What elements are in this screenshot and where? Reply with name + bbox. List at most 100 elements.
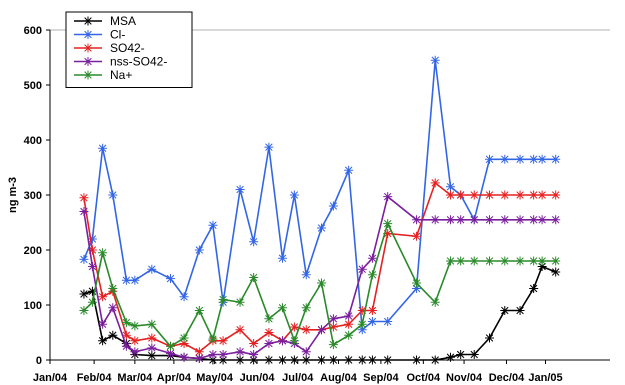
data-point xyxy=(301,325,311,335)
data-point xyxy=(357,319,367,329)
data-point xyxy=(485,215,495,225)
data-point xyxy=(79,289,89,299)
data-point xyxy=(445,215,455,225)
x-tick-label: May/04 xyxy=(196,372,234,384)
data-point xyxy=(412,215,422,225)
data-point xyxy=(301,270,311,280)
data-point xyxy=(147,343,157,353)
data-point xyxy=(121,318,131,328)
data-point xyxy=(469,215,479,225)
data-point xyxy=(430,297,440,307)
data-point xyxy=(328,340,338,350)
data-point xyxy=(289,190,299,200)
data-point xyxy=(412,231,422,241)
data-point xyxy=(551,215,561,225)
data-point xyxy=(317,223,327,233)
data-point xyxy=(529,154,539,164)
data-point xyxy=(208,334,218,344)
data-point xyxy=(500,215,510,225)
data-point xyxy=(500,306,510,315)
data-point xyxy=(277,303,287,313)
data-point xyxy=(344,165,354,175)
legend-item: SO42- xyxy=(74,41,145,55)
x-tick-label: Jun/04 xyxy=(240,372,276,384)
data-point xyxy=(500,190,510,200)
legend-item: Na+ xyxy=(74,68,132,82)
data-point xyxy=(289,322,299,332)
data-point xyxy=(79,254,89,264)
data-point xyxy=(430,55,440,65)
data-point xyxy=(551,256,561,266)
x-tick-label: Oct/04 xyxy=(407,372,442,384)
y-tick-label: 200 xyxy=(24,245,42,257)
data-point xyxy=(289,336,299,346)
data-point xyxy=(515,256,525,266)
data-point xyxy=(147,264,157,274)
data-point xyxy=(485,256,495,266)
data-point xyxy=(208,220,218,230)
data-point xyxy=(344,311,354,321)
data-point xyxy=(383,192,393,202)
data-point xyxy=(121,341,131,351)
data-point xyxy=(430,178,440,188)
data-point xyxy=(537,190,547,200)
data-point xyxy=(83,57,93,66)
data-point xyxy=(456,256,466,266)
data-point xyxy=(165,274,175,284)
series-line xyxy=(83,265,556,361)
data-point xyxy=(194,353,204,363)
data-point xyxy=(235,297,245,307)
y-tick-label: 300 xyxy=(24,190,42,202)
data-point xyxy=(249,339,259,348)
legend-label: nss-SO42- xyxy=(110,55,167,69)
data-point xyxy=(367,270,377,280)
data-point xyxy=(537,154,547,164)
data-point xyxy=(165,341,175,351)
data-point xyxy=(98,248,108,258)
data-point xyxy=(179,339,189,348)
data-point xyxy=(264,355,274,365)
data-point xyxy=(235,185,245,194)
legend-label: SO42- xyxy=(110,41,145,55)
x-tick-label: Jan/04 xyxy=(33,372,68,384)
data-point xyxy=(264,314,274,324)
data-point xyxy=(537,215,547,225)
data-point xyxy=(130,347,140,357)
data-point xyxy=(551,190,561,200)
data-point xyxy=(317,278,327,288)
data-point xyxy=(98,336,108,346)
legend-label: MSA xyxy=(110,14,136,28)
data-point xyxy=(79,193,89,203)
data-point xyxy=(147,351,157,361)
legend-item: nss-SO42- xyxy=(74,55,167,69)
data-point xyxy=(130,321,140,331)
data-point xyxy=(537,256,547,266)
data-point xyxy=(367,306,377,315)
data-point xyxy=(445,182,455,192)
data-point xyxy=(445,352,455,362)
data-point xyxy=(412,278,422,288)
data-point xyxy=(179,333,189,343)
data-point xyxy=(83,43,93,53)
data-point xyxy=(469,190,479,200)
y-axis-title: ng m-3 xyxy=(7,177,19,213)
data-point xyxy=(98,319,108,329)
x-tick-label: Mar/04 xyxy=(117,372,153,384)
x-tick-label: Feb/04 xyxy=(77,372,113,384)
data-point xyxy=(108,303,118,313)
data-point xyxy=(485,333,495,343)
data-point xyxy=(529,284,539,293)
data-point xyxy=(218,350,228,359)
data-point xyxy=(87,262,97,271)
data-point xyxy=(317,355,327,365)
data-point xyxy=(277,253,287,263)
data-point xyxy=(249,350,259,359)
data-point xyxy=(130,275,140,285)
data-point xyxy=(367,253,377,263)
data-point xyxy=(515,154,525,164)
data-point xyxy=(456,215,466,225)
data-point xyxy=(485,190,495,200)
data-point xyxy=(235,347,245,357)
legend-item: MSA xyxy=(74,14,136,28)
